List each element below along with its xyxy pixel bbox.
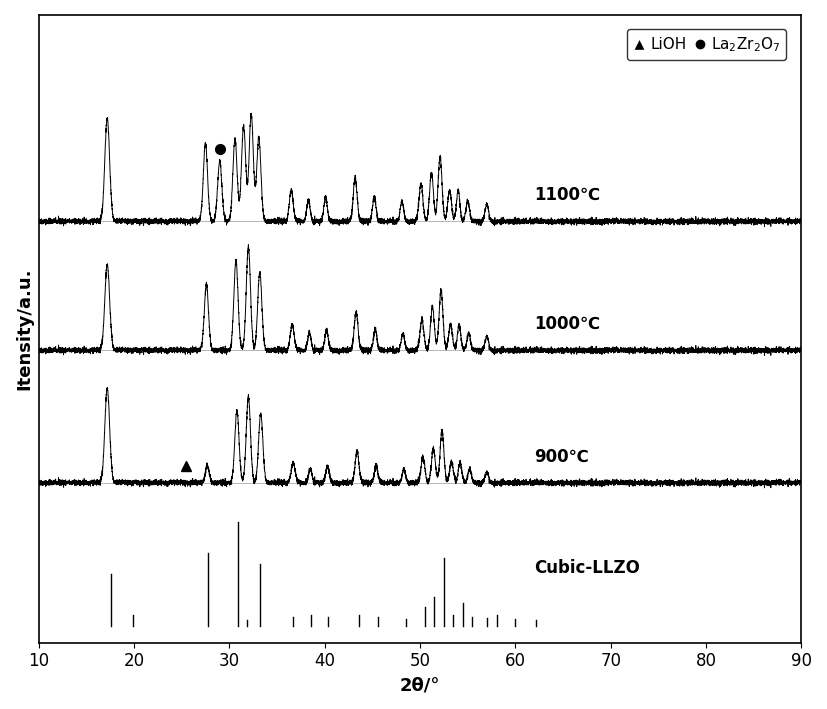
Text: Cubic-LLZO: Cubic-LLZO [534, 559, 640, 577]
Legend: LiOH, La$_2$Zr$_2$O$_7$: LiOH, La$_2$Zr$_2$O$_7$ [627, 29, 786, 60]
Y-axis label: Itensity/a.u.: Itensity/a.u. [15, 267, 33, 390]
X-axis label: 2θ/°: 2θ/° [399, 676, 440, 694]
Text: 900℃: 900℃ [534, 447, 589, 466]
Text: 1000℃: 1000℃ [534, 316, 600, 333]
Text: 1100℃: 1100℃ [534, 186, 600, 204]
